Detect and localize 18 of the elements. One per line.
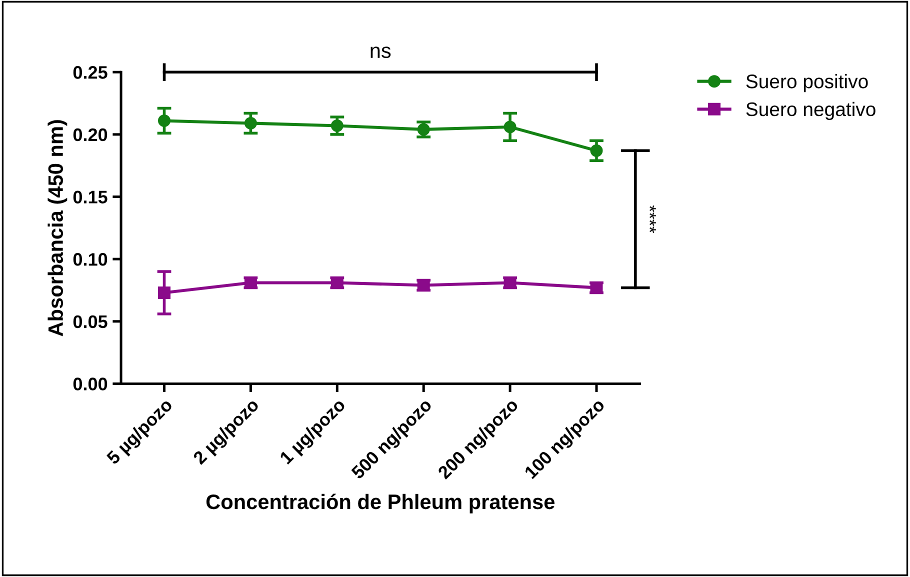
y-axis-title: Absorbancia (450 nm) — [48, 120, 68, 336]
legend-label: Suero positivo — [746, 74, 868, 92]
y-tick-label: 0.00 — [73, 378, 108, 390]
y-tick-label: 0.20 — [73, 128, 108, 142]
point — [244, 116, 257, 130]
point — [590, 144, 603, 157]
y-tick-label: 0.05 — [73, 315, 108, 328]
x-axis-title: Concentración de Phleum pratense — [206, 494, 554, 514]
point — [504, 120, 516, 134]
text: ns — [370, 46, 391, 58]
y-tick-label: 0.10 — [73, 253, 108, 266]
point — [158, 114, 171, 127]
point — [158, 286, 171, 299]
legend-label: Suero negativo — [746, 102, 876, 120]
y-tick-label: 0.25 — [73, 66, 108, 79]
text: **** — [650, 205, 656, 233]
y-tick-label: 0.15 — [73, 190, 108, 204]
point — [330, 119, 344, 132]
